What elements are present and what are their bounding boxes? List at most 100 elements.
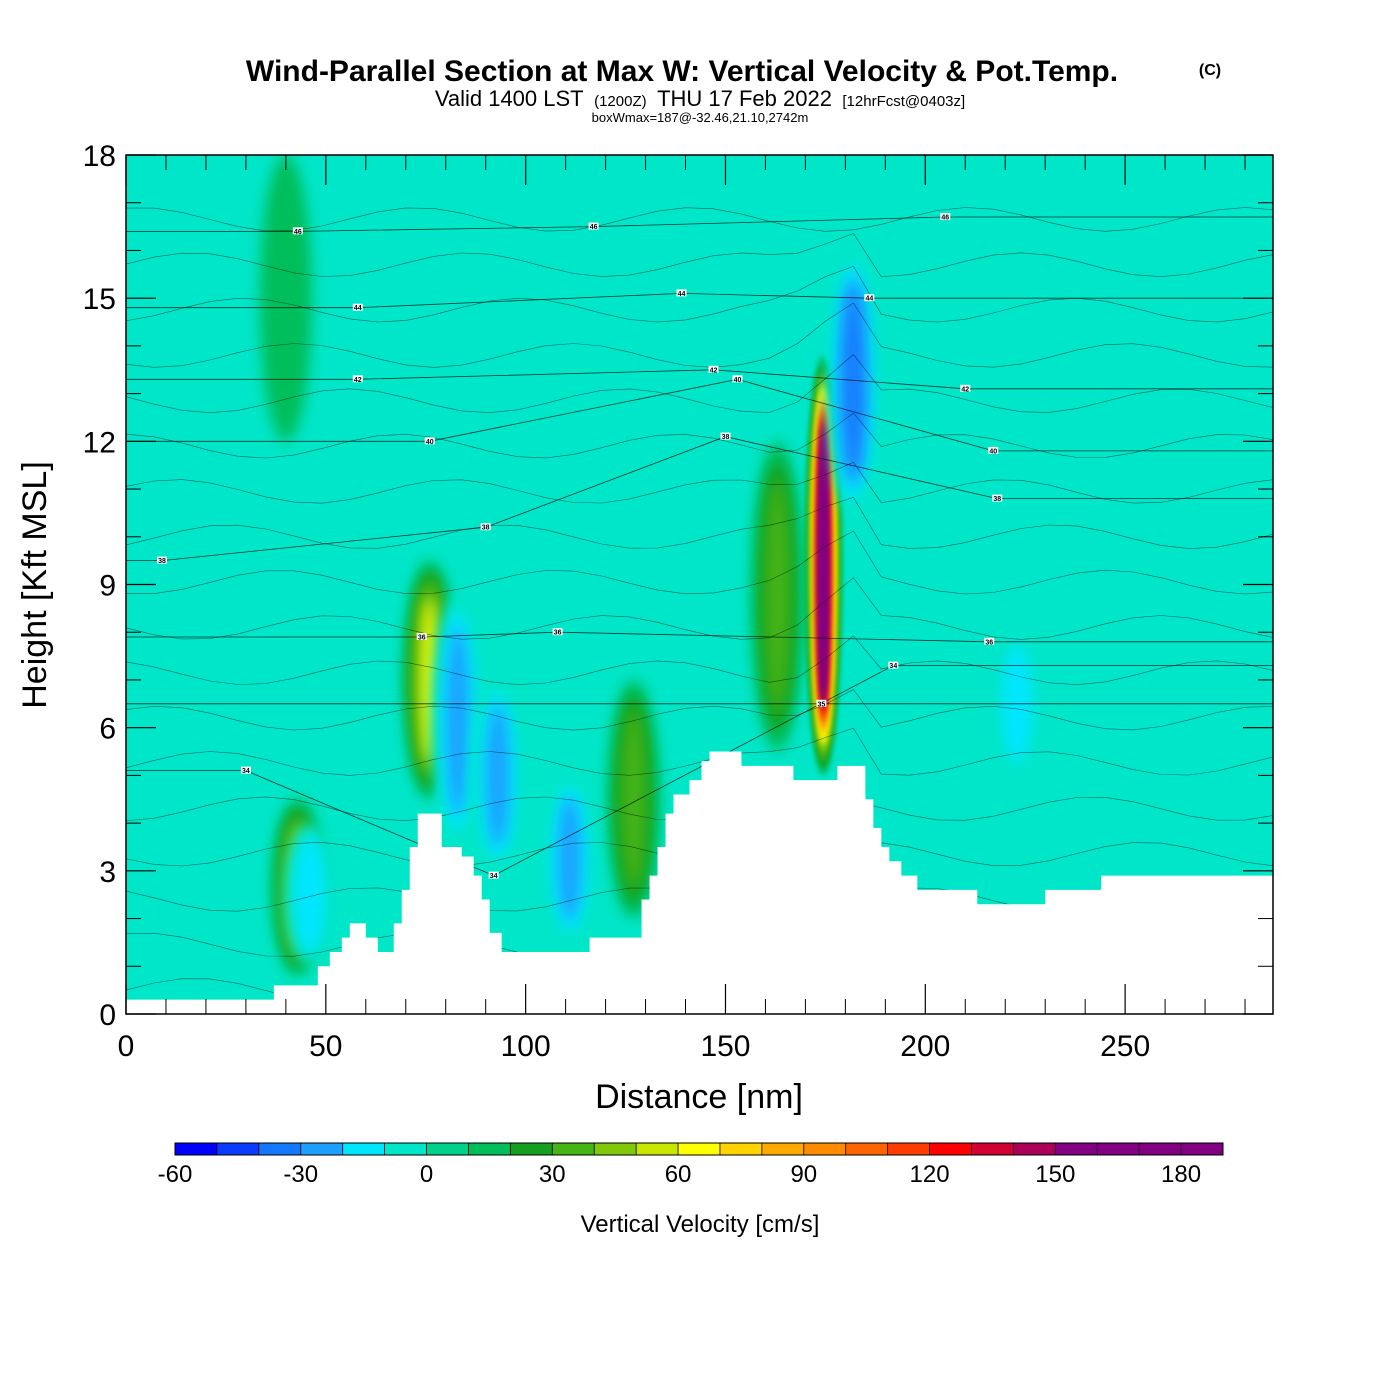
colorbar-swatch-12 [678,1143,720,1155]
contour-label-9: 38 [722,434,730,441]
colorbar-tick-label-4: 60 [665,1161,692,1188]
y-tick-label-4: 12 [83,426,116,459]
theta-contour-line-12 [126,412,1273,459]
contour-label-bg-2 [888,661,899,669]
contour-label-13: 40 [989,448,997,455]
y-tick-label-1: 3 [99,856,116,889]
contour-label-bg-1 [488,871,499,879]
colorbar-swatch-5 [384,1143,427,1155]
contour-label-4: 36 [418,634,426,641]
contour-label-18: 44 [678,291,686,298]
contour-label-bg-17 [352,303,363,311]
contour-label-10: 38 [993,496,1001,503]
x-tick-label-2: 100 [501,1030,551,1063]
colorbar-swatch-16 [845,1143,888,1155]
contour-label-8: 38 [482,525,490,532]
theta-contour-line-15 [126,265,1273,323]
contour-label-bg-16 [960,384,971,392]
w-region-1-level-3 [844,289,863,474]
colorbar-swatch-0 [175,1143,217,1155]
contour-label-19: 44 [865,296,873,303]
w-region-6-level-1 [294,835,326,954]
contour-label-0: 34 [242,768,250,775]
colorbar-swatch-6 [426,1143,469,1155]
contour-label-14: 42 [354,377,362,384]
contour-label-16: 42 [961,386,969,393]
contour-label-21: 46 [590,224,598,231]
theta-contour-line-10 [126,496,1273,549]
y-tick-label-0: 0 [99,999,116,1032]
contour-label-bg-11 [424,437,435,445]
x-tick-label-0: 0 [118,1030,135,1063]
theta-contour-38 [126,436,1273,561]
colorbar-frame [174,1142,1224,1156]
contour-label-3: 35 [817,701,825,708]
y-tick-label-3: 9 [99,570,116,603]
theta-contour-line-6 [126,689,1273,731]
contour-label-5: 36 [554,630,562,637]
colorbar-tick-label-6: 120 [910,1161,950,1188]
colorbar-swatch-13 [719,1143,762,1155]
colorbar-tick-label-0: -60 [158,1161,193,1188]
x-tick-label-3: 150 [700,1030,750,1063]
contour-label-bg-12 [732,375,743,383]
contour-label-bg-15 [708,365,719,373]
chart-title: Wind-Parallel Section at Max W: Vertical… [246,55,1118,88]
contour-label-20: 46 [294,229,302,236]
theta-contour-line-16 [126,233,1273,278]
colorbar-swatch-17 [887,1143,930,1155]
colorbar-swatch-19 [971,1143,1014,1155]
x-tick-label-5: 250 [1100,1030,1150,1063]
x-axis-title: Distance [nm] [595,1078,803,1116]
colorbar-swatch-11 [636,1143,679,1155]
colorbar-tick-label-7: 150 [1035,1161,1075,1188]
contour-label-bg-20 [292,227,303,235]
contour-label-bg-0 [240,766,251,774]
colorbar-swatch-7 [468,1143,511,1155]
contour-label-bg-14 [352,375,363,383]
contour-label-bg-22 [940,213,951,221]
contour-label-bg-10 [992,494,1003,502]
w-region-9-level-2 [558,796,581,921]
theta-contour-line-14 [126,302,1273,368]
box-wmax-info: boxWmax=187@-32.46,21.10,2742m [592,110,809,125]
valid-date: THU 17 Feb 2022 [657,86,832,111]
colorbar-swatch-9 [552,1143,595,1155]
contour-label-bg-8 [480,523,491,531]
w-region-3-level-2 [766,481,789,712]
contour-label-bg-3 [816,699,827,707]
contour-label-22: 46 [941,215,949,222]
x-tick-label-4: 200 [900,1030,950,1063]
colorbar-swatch-1 [216,1143,259,1155]
contour-label-bg-13 [988,446,999,454]
colorbar-tick-label-8: 180 [1161,1161,1201,1188]
w-region-0-level-11 [821,438,826,693]
colorbar-swatch-14 [761,1143,804,1155]
contour-label-bg-18 [676,289,687,297]
contour-label-bg-19 [864,294,875,302]
colorbar-swatch-20 [1013,1143,1056,1155]
terrain-mask [126,751,1273,1014]
theta-contour-line-17 [126,207,1273,232]
contour-label-bg-5 [552,628,563,636]
colorbar: -60 -30 0 30 60 90 120 150 180 [158,1142,1224,1188]
contour-label-7: 38 [158,558,166,565]
contour-label-bg-9 [720,432,731,440]
y-tick-label-5: 15 [83,283,116,316]
theta-contour-line-11 [126,461,1273,504]
w-region-7-level-2 [446,626,469,815]
contour-label-17: 44 [354,305,362,312]
contour-label-2: 34 [889,663,897,670]
plot-area [126,155,1273,1014]
colorbar-swatch-18 [929,1143,972,1155]
theta-contour-line-5 [126,727,1273,776]
colorbar-swatch-4 [342,1143,385,1155]
colorbar-swatch-3 [300,1143,343,1155]
valid-time: Valid 1400 LST [435,86,584,111]
colorbar-swatch-15 [803,1143,846,1155]
x-tick-label-1: 50 [309,1030,342,1063]
contour-label-15: 42 [710,367,718,374]
y-tick-label-6: 18 [83,140,116,173]
w-region-8-level-2 [486,704,509,847]
